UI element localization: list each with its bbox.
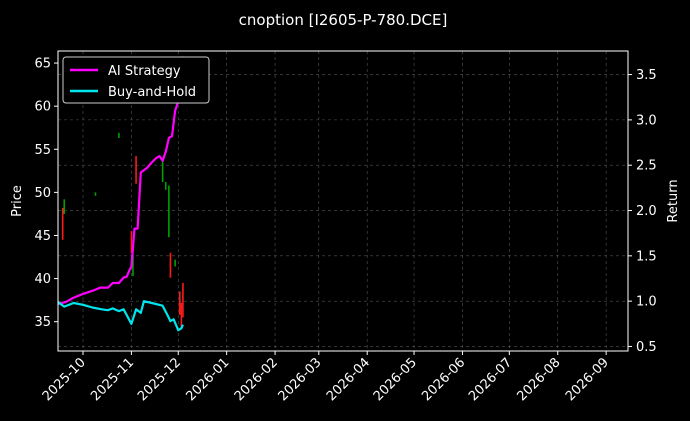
y-tick-label-5: 60 — [34, 100, 51, 115]
series-lines — [57, 56, 184, 332]
y-axis-right: 0.5 1.0 1.5 2.0 2.5 3.0 3.5 — [628, 68, 657, 355]
legend-box — [62, 56, 210, 104]
y2-tick-label-6: 3.5 — [636, 68, 657, 83]
y-tick-label-2: 45 — [34, 229, 51, 244]
y-axis-left: 35 40 45 50 55 60 65 — [34, 57, 58, 330]
y-tick-label-4: 55 — [34, 143, 51, 158]
y2-tick-label-3: 2.0 — [636, 204, 657, 219]
y2-tick-label-5: 3.0 — [636, 113, 657, 128]
chart-title: cnoption [I2605-P-780.DCE] — [239, 11, 448, 29]
y-axis-label: Price — [10, 185, 25, 217]
y2-tick-label-1: 1.0 — [636, 295, 657, 310]
y-tick-label-1: 40 — [34, 272, 51, 287]
plot-frame — [57, 50, 629, 352]
series-line-buy-and-hold — [57, 300, 184, 332]
y2-axis-label: Return — [666, 179, 681, 222]
legend-label-buy-and-hold: Buy-and-Hold — [108, 85, 196, 100]
series-line-ai-strategy — [57, 56, 184, 305]
y-tick-label-6: 65 — [34, 57, 51, 72]
legend-label-ai-strategy: AI Strategy — [108, 64, 181, 79]
candlesticks — [61, 132, 184, 329]
legend: AI Strategy Buy-and-Hold — [62, 56, 210, 104]
y-tick-label-3: 50 — [34, 186, 51, 201]
y2-tick-label-2: 1.5 — [636, 249, 657, 264]
y2-tick-label-0: 0.5 — [636, 340, 657, 355]
y-tick-label-0: 35 — [34, 315, 51, 330]
y2-tick-label-4: 2.5 — [636, 159, 657, 174]
